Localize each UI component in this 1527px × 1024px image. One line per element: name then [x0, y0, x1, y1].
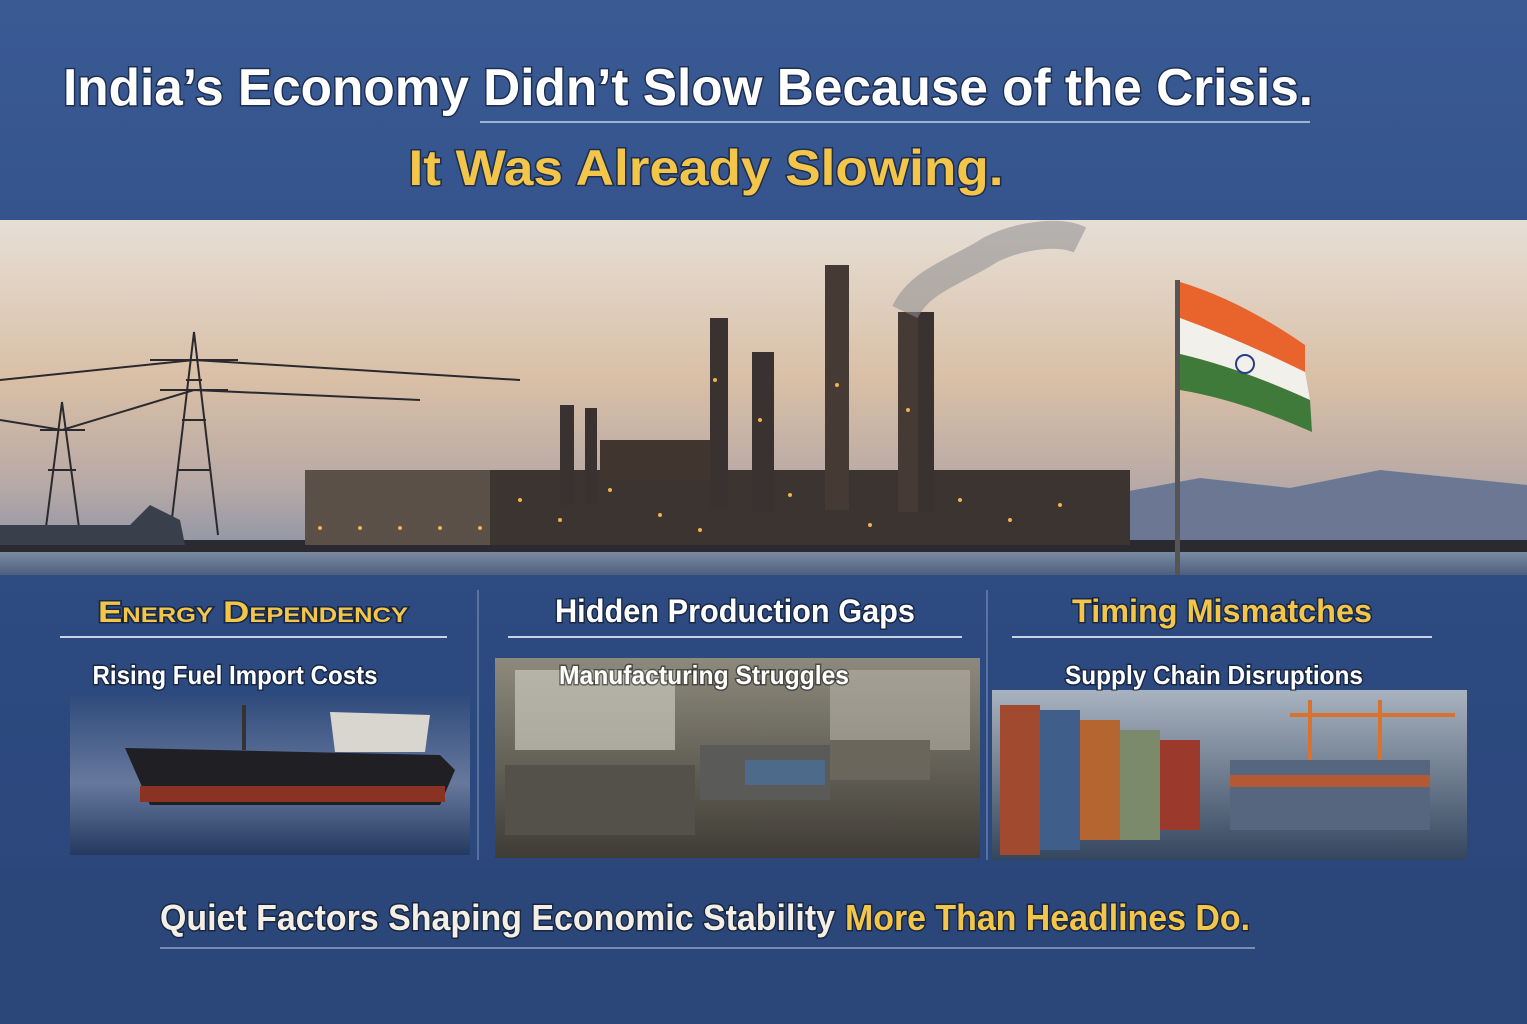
- panel-subheading: Supply Chain Disruptions: [1065, 660, 1363, 690]
- hero-photo: [0, 220, 1527, 575]
- panel-2-image: [495, 658, 980, 858]
- panel-subheading: Manufacturing Struggles: [559, 660, 849, 690]
- title: India’s Economy Didn’t Slow Because of t…: [63, 59, 1313, 117]
- subtitle: It Was Already Slowing.: [409, 140, 1004, 196]
- footer: Quiet Factors Shaping Economic Stability…: [160, 897, 1250, 938]
- panel-heading: Timing Mismatches: [1072, 593, 1372, 629]
- panel-3-image: [992, 690, 1467, 860]
- panel-1-image: [70, 695, 470, 855]
- footer-text: Quiet Factors Shaping Economic Stability: [160, 897, 835, 938]
- panel-subheading: Rising Fuel Import Costs: [93, 660, 378, 690]
- footer-highlight: More Than Headlines Do.: [845, 897, 1250, 938]
- panel-heading: Energy Dependency: [98, 596, 408, 629]
- panel-heading: Hidden Production Gaps: [555, 593, 915, 629]
- footer-band: [0, 868, 1527, 1024]
